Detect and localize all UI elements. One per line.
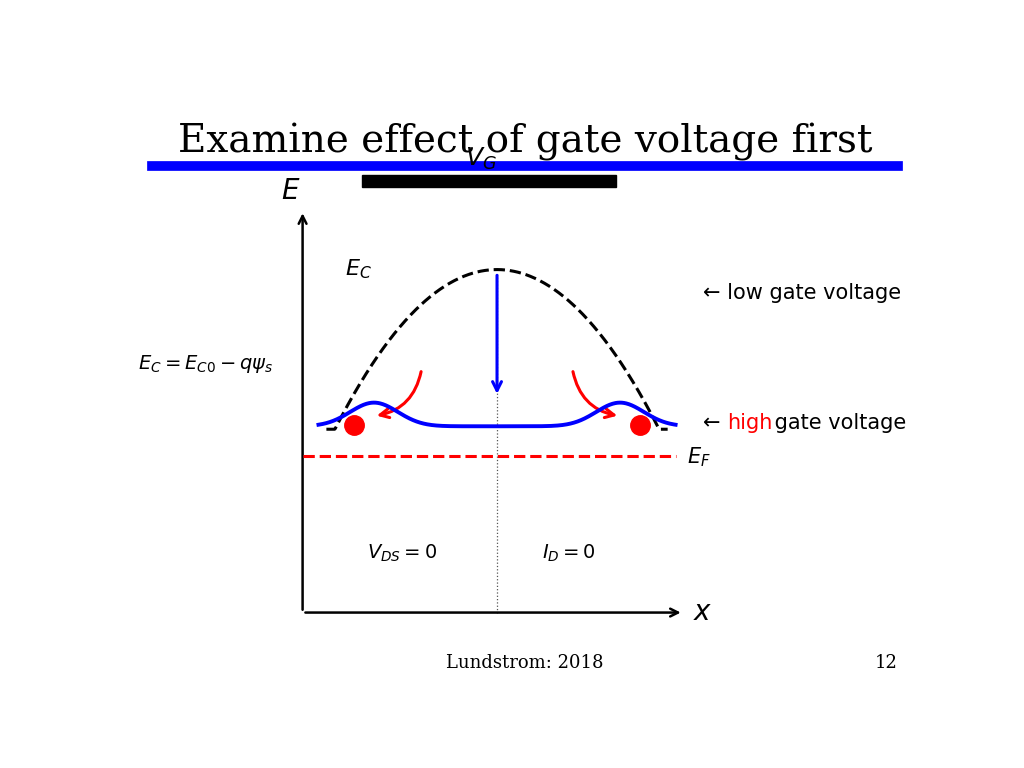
Text: Lundstrom: 2018: Lundstrom: 2018 (446, 654, 603, 672)
Text: gate voltage: gate voltage (768, 413, 906, 433)
Text: $E$: $E$ (281, 177, 300, 204)
Text: $E_F$: $E_F$ (687, 445, 712, 468)
Text: Examine effect of gate voltage first: Examine effect of gate voltage first (177, 124, 872, 161)
Text: $V_{DS} = 0$: $V_{DS} = 0$ (367, 543, 437, 564)
Text: $V_G$: $V_G$ (465, 146, 497, 172)
Text: high: high (727, 413, 772, 433)
Text: $E_C$: $E_C$ (345, 258, 372, 281)
Text: $I_D = 0$: $I_D = 0$ (542, 543, 595, 564)
Text: ← low gate voltage: ← low gate voltage (703, 283, 901, 303)
Bar (362, 175, 616, 187)
Text: $E_C = E_{C0} - q\psi_s$: $E_C = E_{C0} - q\psi_s$ (138, 353, 273, 376)
Text: ←: ← (703, 413, 727, 433)
Text: 12: 12 (874, 654, 898, 672)
Text: $x$: $x$ (693, 599, 713, 626)
